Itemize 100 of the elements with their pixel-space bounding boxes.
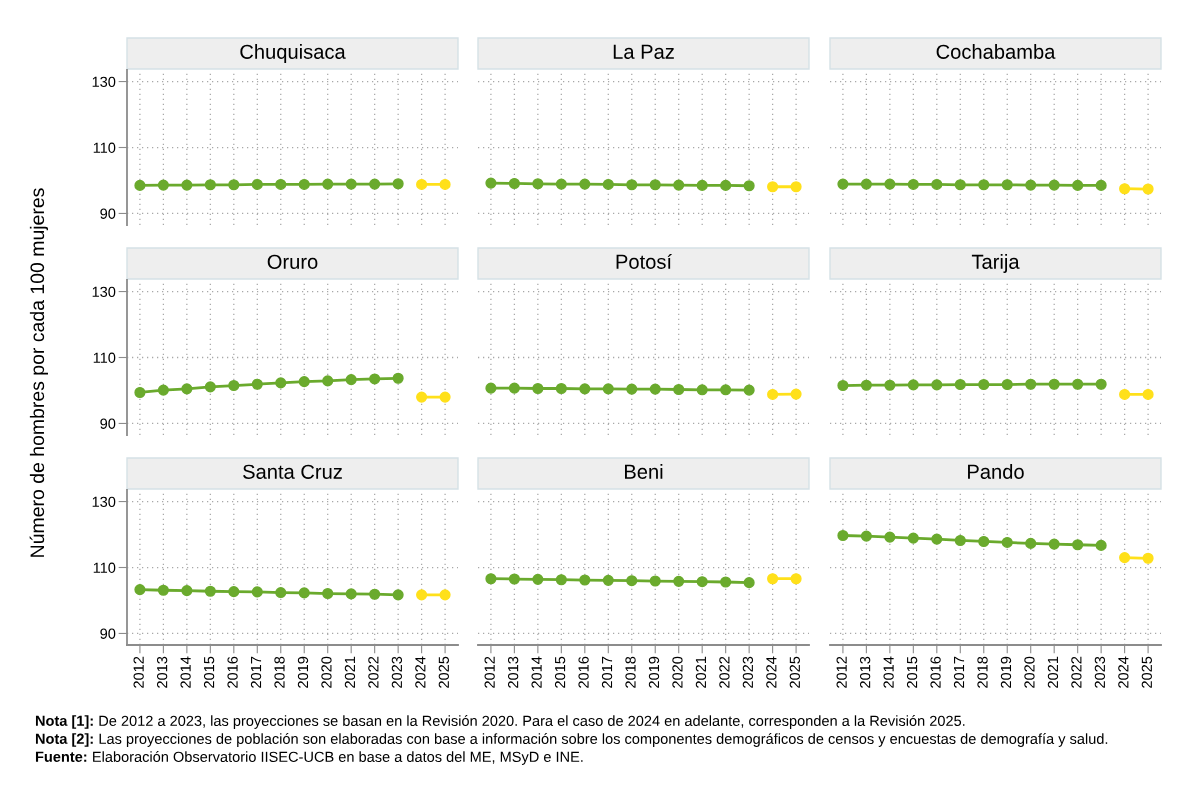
point xyxy=(673,383,685,396)
point xyxy=(392,372,404,384)
point xyxy=(837,529,849,542)
point xyxy=(743,384,755,396)
point xyxy=(298,376,310,388)
point xyxy=(1142,388,1154,400)
x-tick-label: 2021 xyxy=(344,656,356,688)
chart-title: Beni xyxy=(625,464,663,479)
point xyxy=(369,373,381,385)
chart-title: Pando xyxy=(968,464,1024,479)
point xyxy=(790,388,802,400)
chart-title: Potosí xyxy=(616,253,672,269)
x-tick-label: 2013 xyxy=(859,656,871,688)
x-tick-label: 2015 xyxy=(554,656,566,688)
x-tick-label: 2014 xyxy=(883,656,894,688)
point xyxy=(532,382,544,395)
x-tick-label: 2016 xyxy=(227,656,238,688)
x-tick-label: 2019 xyxy=(1000,656,1012,688)
point xyxy=(907,532,919,544)
x-tick-label: 2020 xyxy=(321,656,332,688)
x-tick-label: 2012 xyxy=(836,656,847,688)
point xyxy=(157,384,169,396)
point xyxy=(884,379,896,391)
point xyxy=(228,379,240,392)
x-tick-label: 2018 xyxy=(977,656,988,688)
x-tick-label: 2012 xyxy=(133,656,144,688)
x-tick-label: 2017 xyxy=(601,656,613,688)
chart-title: La Paz xyxy=(613,44,674,59)
y-tick-label: 90 xyxy=(100,628,116,639)
x-tick-label: 2022 xyxy=(368,656,379,688)
point xyxy=(275,377,287,389)
x-tick-label: 2015 xyxy=(906,656,918,688)
x-tick-label: 2023 xyxy=(1094,656,1106,688)
chart-title: Tarija xyxy=(971,254,1020,273)
point xyxy=(322,375,334,387)
x-tick-label: 2025 xyxy=(438,656,449,688)
point xyxy=(860,379,872,391)
point xyxy=(1025,537,1037,549)
point xyxy=(251,378,263,390)
chart-title: Chuquisaca xyxy=(240,44,346,63)
point xyxy=(720,384,732,396)
x-tick-label: 2024 xyxy=(1118,656,1129,688)
y-tick-label: 90 xyxy=(100,418,116,429)
point xyxy=(931,533,943,545)
x-tick-label: 2024 xyxy=(415,656,426,688)
point xyxy=(1048,378,1060,390)
point xyxy=(1025,378,1037,390)
y-tick-label: 130 xyxy=(92,76,116,87)
point xyxy=(954,378,966,391)
point xyxy=(204,381,216,393)
x-tick-label: 2017 xyxy=(250,656,262,688)
x-tick-label: 2016 xyxy=(578,656,589,688)
point xyxy=(649,383,661,395)
x-tick-label: 2017 xyxy=(953,656,965,688)
point xyxy=(907,379,919,391)
point xyxy=(181,383,193,395)
x-tick-label: 2021 xyxy=(695,656,707,688)
x-tick-label: 2020 xyxy=(1024,656,1035,688)
chart-title: Oruro xyxy=(267,254,318,269)
point xyxy=(1072,378,1084,390)
x-tick-label: 2014 xyxy=(531,656,542,688)
x-tick-label: 2025 xyxy=(789,656,800,688)
point xyxy=(134,386,146,399)
x-tick-label: 2022 xyxy=(1071,656,1082,688)
x-tick-label: 2018 xyxy=(625,656,636,688)
point xyxy=(579,383,591,395)
point xyxy=(837,379,849,392)
y-tick-label: 130 xyxy=(92,496,116,507)
y-tick-label: 110 xyxy=(93,352,116,363)
point xyxy=(1119,552,1131,564)
x-tick-label: 2024 xyxy=(766,656,777,688)
y-tick-label: 110 xyxy=(93,562,116,573)
x-tick-label: 2020 xyxy=(672,656,683,688)
point xyxy=(602,383,614,395)
point xyxy=(485,382,497,394)
y-tick-label: 110 xyxy=(93,142,116,153)
point xyxy=(1119,388,1131,400)
x-tick-label: 2023 xyxy=(391,656,403,688)
point xyxy=(978,535,990,548)
x-tick-label: 2021 xyxy=(1047,656,1059,688)
x-tick-label: 2014 xyxy=(180,656,191,688)
point xyxy=(931,379,943,391)
x-tick-label: 2022 xyxy=(719,656,730,688)
x-tick-label: 2012 xyxy=(484,656,495,688)
point xyxy=(1095,378,1107,390)
y-tick-label: 130 xyxy=(92,286,116,297)
point xyxy=(1001,378,1013,391)
chart-title: Santa Cruz xyxy=(243,464,342,479)
x-tick-label: 2013 xyxy=(507,656,519,688)
text: Nota [2]: Las proyecciones de población son elaboradas con base a información sobre los componentes demográficos de censos y encuestas de demografía y salud. xyxy=(35,733,1108,747)
x-tick-label: 2025 xyxy=(1141,656,1152,688)
y-tick-label: 90 xyxy=(100,208,116,219)
y-axis-title: Número de hombres por cada 100 mujeres xyxy=(29,188,48,557)
point xyxy=(1072,539,1084,551)
x-tick-label: 2019 xyxy=(648,656,660,688)
point xyxy=(1142,552,1154,564)
text: Nota [1]: De 2012 a 2023, las proyecciones se basan en la Revisión 2020. Para el caso de 2024 en adelante, corresponden a la Revisión 2025. xyxy=(35,715,965,729)
point xyxy=(416,391,428,403)
point xyxy=(1001,536,1013,548)
point xyxy=(439,391,451,403)
